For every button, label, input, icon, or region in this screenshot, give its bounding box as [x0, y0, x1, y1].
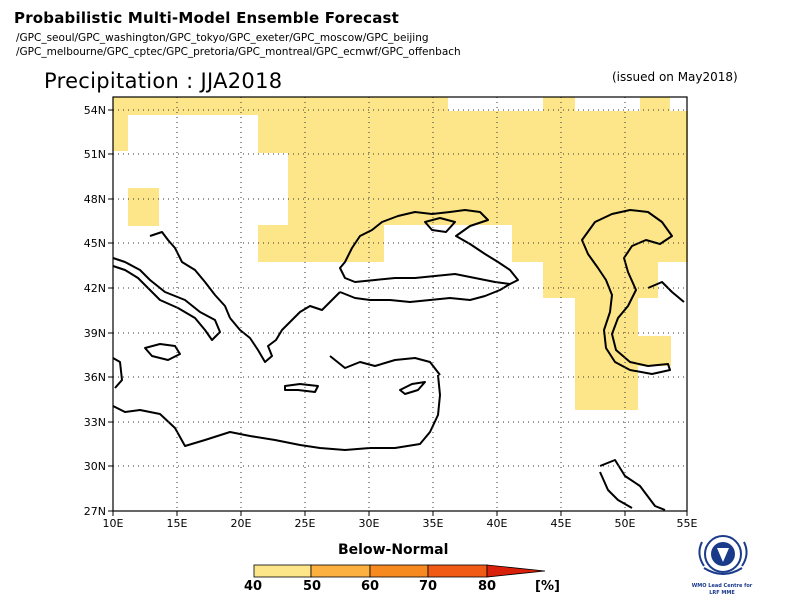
- lat-label: 54N: [84, 104, 106, 117]
- lat-label: 33N: [84, 416, 106, 429]
- gpc-list-line-1: /GPC_seoul/GPC_washington/GPC_tokyo/GPC_…: [16, 32, 429, 44]
- lon-label: 35E: [423, 517, 444, 530]
- color-bar: [253, 564, 546, 578]
- sardinia: [112, 357, 123, 389]
- lon-label: 15E: [167, 517, 188, 530]
- gpc-list-line-2: /GPC_melbourne/GPC_cptec/GPC_pretoria/GP…: [16, 46, 461, 58]
- crete: [284, 383, 319, 393]
- black-sea-coast: [339, 209, 519, 285]
- lon-label: 30E: [359, 517, 380, 530]
- legend-tick-40: 40: [244, 579, 263, 594]
- shade-cell: [638, 336, 671, 366]
- balkan-adriatic-coast: [149, 231, 231, 319]
- legend-unit: [%]: [535, 579, 560, 594]
- logo-caption-1: WMO Lead Centre for: [691, 583, 753, 589]
- legend-tick-70: 70: [419, 579, 438, 594]
- shade-cell: [128, 111, 258, 115]
- shade-cell: [113, 111, 128, 151]
- wmo-logo: [698, 535, 748, 575]
- lon-label: 10E: [103, 517, 124, 530]
- lat-labels: 54N 51N 48N 45N 42N 39N 36N 33N 30N 27N: [84, 104, 106, 518]
- crimea: [424, 217, 456, 233]
- lat-label: 42N: [84, 282, 106, 295]
- turkey-south-coast: [329, 355, 441, 376]
- shade-cell: [543, 97, 575, 111]
- lon-label: 45E: [551, 517, 572, 530]
- greece-coast: [229, 291, 341, 363]
- lat-label: 48N: [84, 193, 106, 206]
- map-frame: [112, 96, 688, 512]
- lon-labels: 10E 15E 20E 25E 30E 35E 40E 45E 50E 55E: [103, 517, 698, 530]
- sicily: [144, 343, 181, 361]
- lat-label: 30N: [84, 460, 106, 473]
- kara-bogaz-coast: [647, 281, 685, 303]
- main-title: Probabilistic Multi-Model Ensemble Forec…: [14, 9, 400, 27]
- cyprus: [399, 381, 426, 395]
- gulf-west-coast: [599, 471, 633, 509]
- below-normal-shading: [113, 97, 688, 410]
- lat-label: 27N: [84, 505, 106, 518]
- legend-tick-60: 60: [361, 579, 380, 594]
- persian-gulf-coast: [599, 459, 666, 511]
- logo-caption-2: LRF MME: [709, 590, 735, 596]
- shade-cell: [288, 153, 688, 225]
- graticule: [113, 97, 687, 511]
- issued-date: (issued on May2018): [612, 70, 738, 84]
- turkey-north-coast: [339, 283, 511, 303]
- shade-cell: [258, 225, 384, 262]
- tick-marks: [108, 109, 688, 516]
- lon-label: 50E: [615, 517, 636, 530]
- colorbar-50-60: [310, 564, 371, 578]
- colorbar-arrow: [486, 564, 546, 578]
- shade-cell: [543, 262, 658, 298]
- colorbar-40-50: [253, 564, 312, 578]
- lat-label: 36N: [84, 371, 106, 384]
- lon-label: 20E: [231, 517, 252, 530]
- colorbar-60-70: [369, 564, 429, 578]
- caspian-sea-coast: [581, 209, 673, 375]
- lat-label: 51N: [84, 148, 106, 161]
- map-title: Precipitation : JJA2018: [44, 69, 283, 93]
- shade-cell: [640, 97, 670, 111]
- shade-cell: [113, 97, 448, 111]
- italy-coast: [112, 257, 221, 341]
- shade-cell: [258, 111, 688, 153]
- shade-cell: [128, 188, 159, 226]
- legend-title: Below-Normal: [338, 542, 449, 558]
- lon-label: 55E: [677, 517, 698, 530]
- lon-label: 40E: [487, 517, 508, 530]
- lat-label: 45N: [84, 237, 106, 250]
- shade-cell: [575, 298, 638, 410]
- legend-tick-80: 80: [478, 579, 497, 594]
- legend-tick-50: 50: [303, 579, 322, 594]
- colorbar-70-80: [427, 564, 488, 578]
- lat-label: 39N: [84, 327, 106, 340]
- lon-label: 25E: [295, 517, 316, 530]
- coastlines: [112, 209, 685, 511]
- north-africa-coast: [112, 374, 441, 451]
